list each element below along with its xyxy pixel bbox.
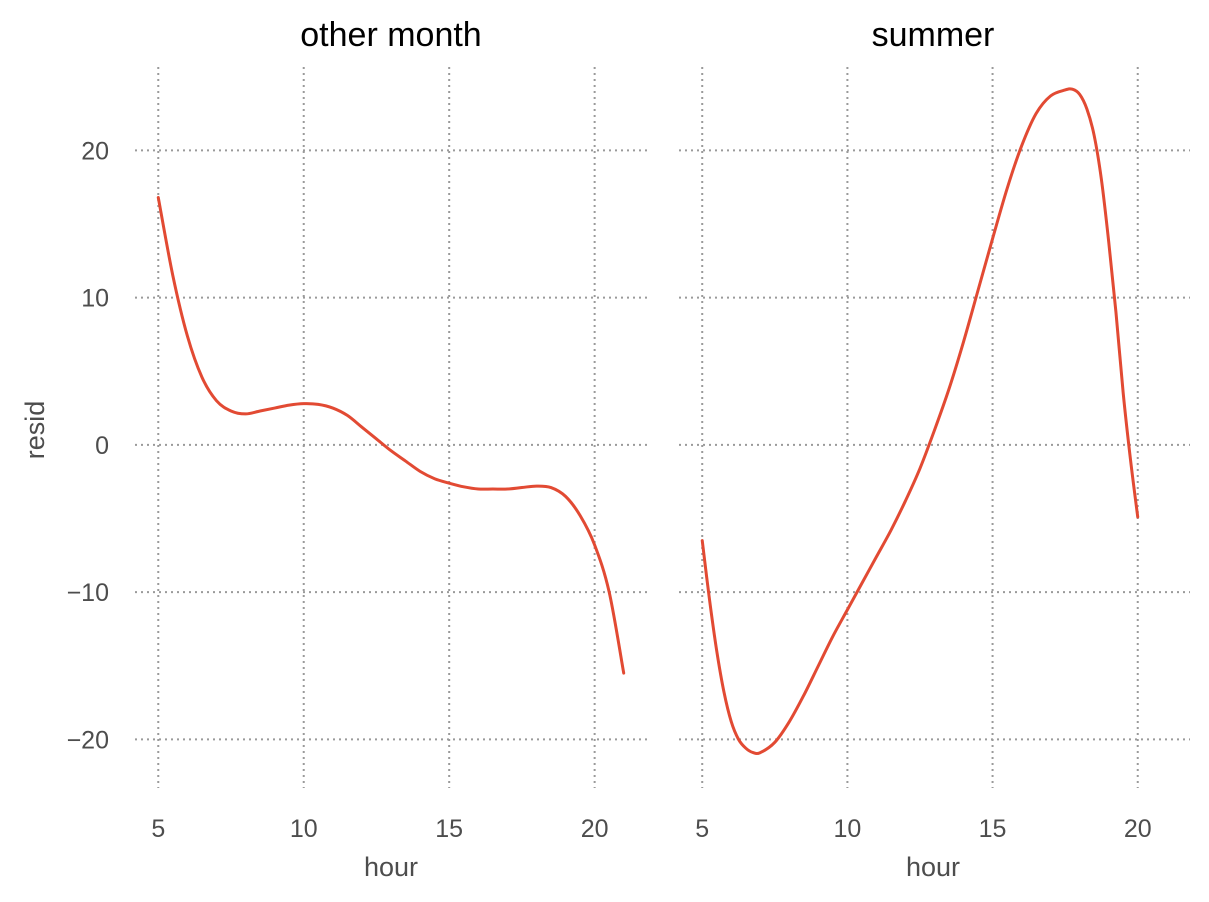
x-tick-label-10: 10 [290, 815, 318, 843]
x-tick-label-10: 10 [833, 815, 861, 843]
y-tick-label--20: −20 [67, 726, 109, 754]
y-tick-label-0: 0 [95, 432, 109, 460]
y-tick-label-10: 10 [81, 285, 109, 313]
y-axis-label: resid [20, 401, 50, 460]
panel-title-summer: summer [872, 16, 995, 54]
x-tick-label-20: 20 [1124, 815, 1152, 843]
x-tick-label-15: 15 [979, 815, 1007, 843]
x-tick-label-15: 15 [435, 815, 463, 843]
series-line-other-month-0 [156, 195, 626, 675]
x-tick-label-5: 5 [151, 815, 165, 843]
series-line-summer-0 [700, 87, 1140, 756]
x-axis-label-summer: hour [906, 852, 960, 882]
x-tick-label-20: 20 [581, 815, 609, 843]
panel-title-other-month: other month [300, 16, 481, 54]
panel-summer: 5 10 15 20 summer hour [679, 16, 1190, 882]
x-tick-label-5: 5 [695, 815, 709, 843]
y-tick-label--10: −10 [67, 579, 109, 607]
y-tick-label-20: 20 [81, 137, 109, 165]
panel-other-month: 5 10 15 20 −20 −10 0 10 20 other month hour [67, 16, 647, 882]
x-axis-label-other-month: hour [364, 852, 418, 882]
